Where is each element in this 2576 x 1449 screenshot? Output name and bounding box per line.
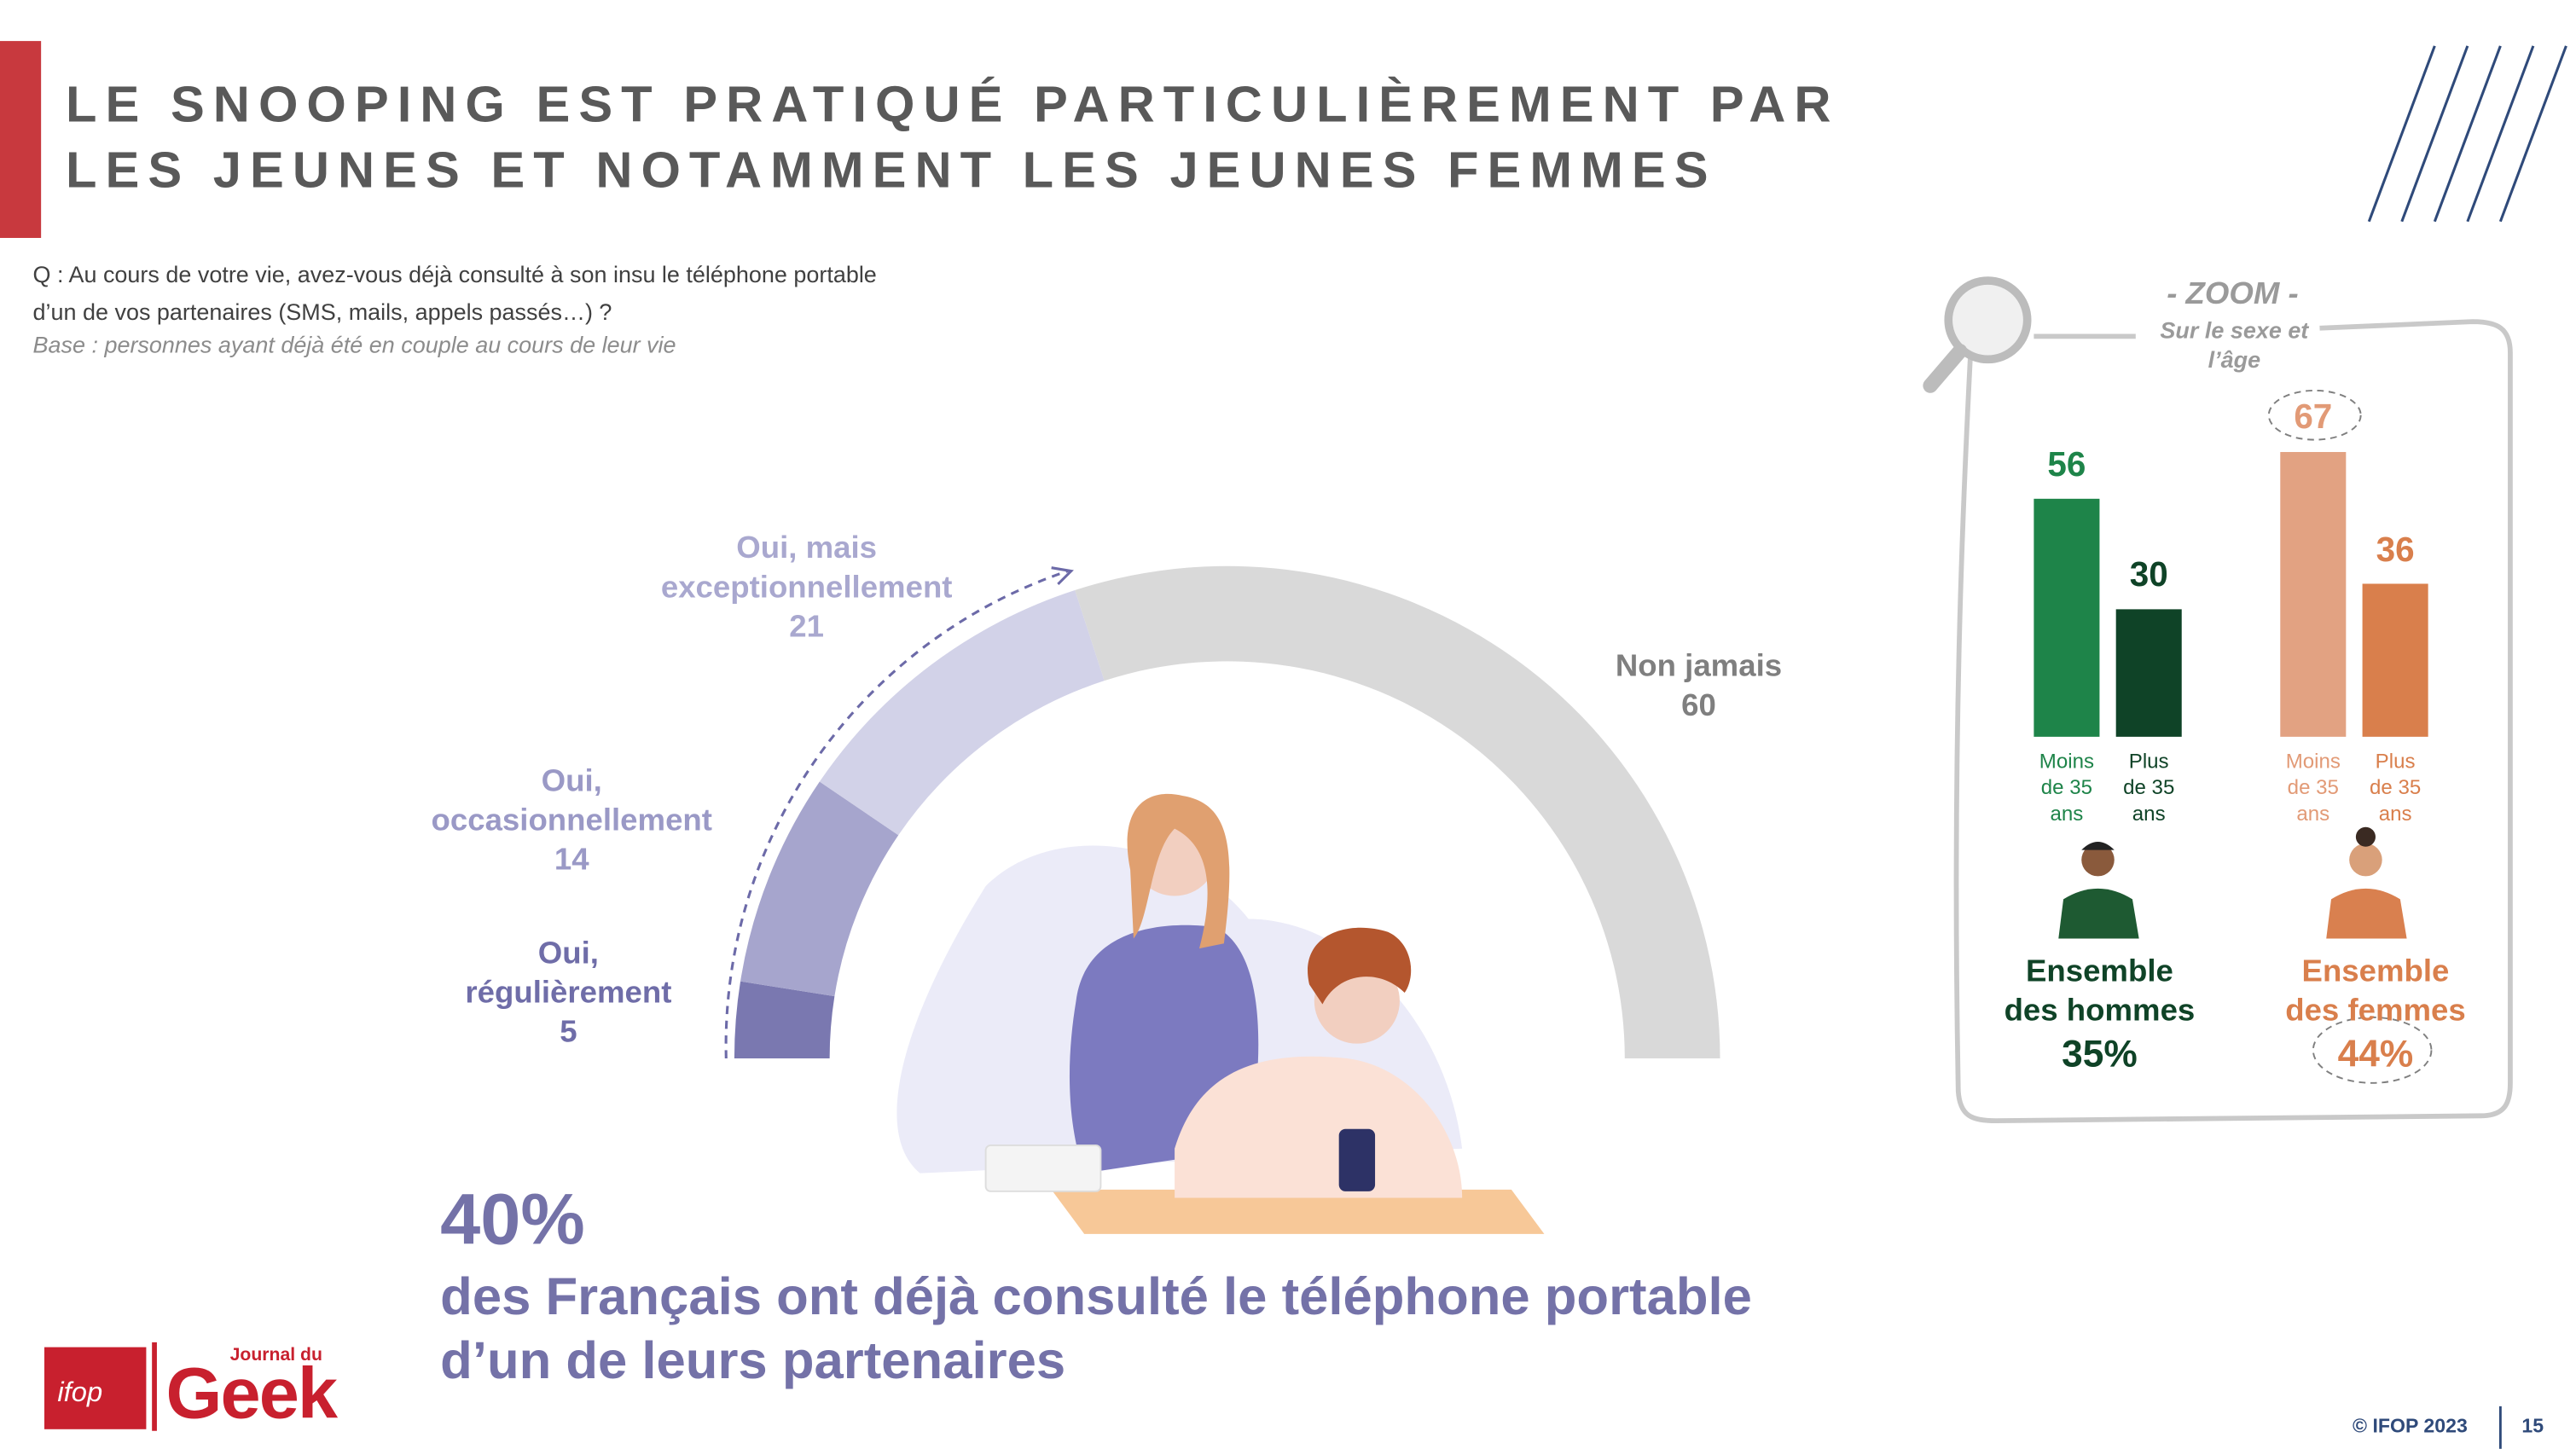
bar-value: 30 [2129,556,2168,595]
group-value: 35% [2062,1032,2138,1075]
bar-value: 36 [2376,530,2415,570]
logo-journal: Journal du [229,1345,322,1365]
bar [2115,609,2182,737]
man-icon [2058,842,2139,939]
segment-value: 5 [560,1015,577,1051]
zoom-subtitle: Sur le sexe et l’âge [2160,316,2309,373]
group-value: 44% [2337,1032,2414,1075]
donut-segment [734,981,835,1058]
donut-segment [1075,565,1720,1058]
segment-label: Oui, mais exceptionnellement [660,531,953,606]
logo-geek: Geek [165,1353,339,1435]
bar-value: 67 [2294,399,2333,438]
bar [2280,452,2347,737]
donut-segment [740,781,899,997]
zoom-frame [1953,319,2513,1123]
ifop-logo: ifop [57,1377,103,1408]
bar [2362,583,2428,737]
bar-category: Plus de 35 ans [2123,750,2175,826]
question: Q : Au cours de votre vie, avez-vous déj… [32,260,877,325]
page-number: 15 [2521,1414,2544,1438]
trend-arrow [724,570,1069,1059]
highlight-ring [2267,389,2362,441]
bar-category: Moins de 35 ans [2285,750,2341,826]
headline-text: des Français ont déjà consulté le téléph… [440,1266,1752,1390]
title-accent [0,41,42,238]
woman-icon [2326,826,2407,939]
bar-value: 56 [2047,446,2086,484]
base-note: Base : personnes ayant déjà été en coupl… [32,331,676,358]
copyright: © IFOP 2023 [2353,1414,2468,1438]
segment-label: Oui, occasionnellement [431,764,712,839]
group-label: Ensemble des femmes [2285,954,2466,1029]
title: LE SNOOPING EST PRATIQUÉ PARTICULIÈREMEN… [66,75,1840,199]
highlight-ring [2312,1016,2433,1084]
segment-label: Non jamais [1615,649,1783,685]
segment-label: Oui, régulièrement [465,936,672,1011]
segment-value: 14 [554,843,589,878]
magnifier-handle [1923,344,1968,393]
bar-category: Plus de 35 ans [2369,750,2422,826]
group-label: Ensemble des hommes [2004,954,2196,1029]
zoom-title: - ZOOM - [2167,277,2299,312]
ifop-logo-box [44,1347,147,1429]
segment-value: 21 [789,610,825,646]
bar-category: Moins de 35 ans [2039,750,2095,826]
headline-value: 40% [440,1179,585,1261]
segment-value: 60 [1681,689,1716,724]
decor-lines [2367,45,2567,223]
bar [2034,498,2100,737]
magnifier [1944,276,2032,364]
arrow-head [1051,566,1074,586]
illustration [896,793,1545,1234]
donut-segment [819,590,1105,836]
